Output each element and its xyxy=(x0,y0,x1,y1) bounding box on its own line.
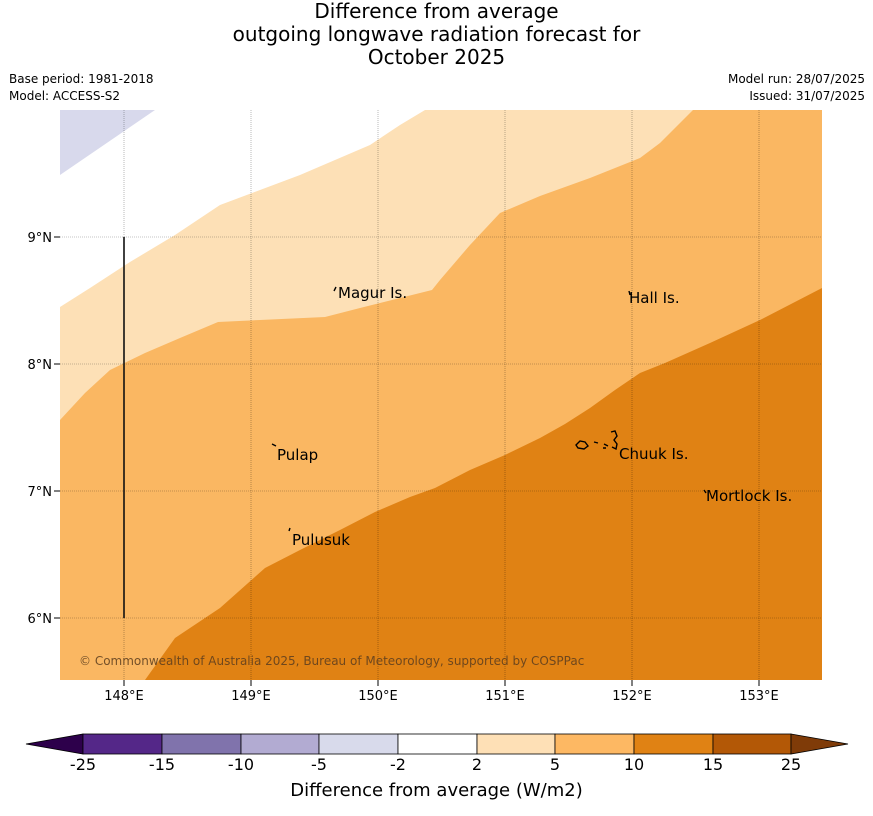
fill-lt-neg5 xyxy=(60,110,155,175)
lon-label-149e: 149°E xyxy=(231,689,271,704)
colorbar-segment-3 xyxy=(240,733,320,755)
lon-label-152e: 152°E xyxy=(612,689,652,704)
colorbar-segment-1 xyxy=(82,733,163,755)
island-hall xyxy=(628,290,631,296)
colorbar-label-1: -15 xyxy=(148,755,176,774)
colorbar-extend-low xyxy=(25,733,84,755)
lon-axis-labels: 148°E 149°E 150°E 151°E 152°E 153°E xyxy=(104,689,779,704)
colorbar-segment-9 xyxy=(712,733,792,755)
lat-ticks xyxy=(54,236,60,619)
lon-label-148e: 148°E xyxy=(104,689,144,704)
place-label-hall: Hall Is. xyxy=(629,289,680,307)
title-line-2: outgoing longwave radiation forecast for xyxy=(232,22,641,46)
fill-10-to-15 xyxy=(145,288,822,680)
title-line-3: October 2025 xyxy=(367,45,506,69)
place-label-pulap: Pulap xyxy=(277,446,318,464)
title-line-1: Difference from average xyxy=(314,0,559,23)
island-magur xyxy=(333,286,337,292)
island-pulusuk xyxy=(288,527,291,532)
colorbar-label-4: -2 xyxy=(390,755,406,774)
colorbar-label-2: -10 xyxy=(227,755,255,774)
lat-label-8n: 8°N xyxy=(28,358,53,373)
copyright-notice: © Commonwealth of Australia 2025, Bureau… xyxy=(79,654,584,668)
colorbar-segment-2 xyxy=(161,733,242,755)
lon-label-151e: 151°E xyxy=(485,689,525,704)
lat-label-6n: 6°N xyxy=(28,612,53,627)
lat-gridlines xyxy=(60,236,822,619)
issued-date: Issued: 31/07/2025 xyxy=(749,89,865,103)
islands xyxy=(271,286,707,532)
map-area: © Commonwealth of Australia 2025, Bureau… xyxy=(60,110,822,680)
place-label-magur: Magur Is. xyxy=(338,284,407,302)
colorbar-segment-6 xyxy=(476,733,556,755)
place-label-pulusuk: Pulusuk xyxy=(292,531,350,549)
model-run: Model run: 28/07/2025 xyxy=(727,72,865,86)
colorbar-label-9: 25 xyxy=(780,755,802,774)
island-mortlock xyxy=(703,489,707,494)
lon-ticks xyxy=(123,680,760,686)
colorbar-label-7: 10 xyxy=(623,755,645,774)
colorbar-label-8: 15 xyxy=(702,755,724,774)
colorbar xyxy=(25,733,849,755)
colorbar-extend-high xyxy=(790,733,849,755)
colorbar-segment-7 xyxy=(554,733,635,755)
colorbar-segment-8 xyxy=(633,733,714,755)
model-name: Model: ACCESS-S2 xyxy=(9,89,121,103)
island-pulap xyxy=(271,443,277,447)
colorbar-label-5: 2 xyxy=(471,755,483,774)
base-period: Base period: 1981-2018 xyxy=(9,72,154,86)
colorbar-title: Difference from average (W/m2) xyxy=(290,780,583,801)
lat-label-9n: 9°N xyxy=(28,231,53,246)
place-labels: Magur Is. Hall Is. Pulap Chuuk Is. Mortl… xyxy=(277,284,792,549)
meta-left: Base period: 1981-2018 Model: ACCESS-S2 xyxy=(9,71,154,105)
lon-label-150e: 150°E xyxy=(358,689,398,704)
colorbar-label-0: -25 xyxy=(69,755,97,774)
lat-label-7n: 7°N xyxy=(28,485,53,500)
colorbar-segment-5 xyxy=(397,733,478,755)
place-label-mortlock: Mortlock Is. xyxy=(706,487,792,505)
colorbar-label-6: 5 xyxy=(549,755,561,774)
place-label-chuuk: Chuuk Is. xyxy=(619,445,688,463)
lat-axis-labels: 9°N 8°N 7°N 6°N xyxy=(28,231,53,627)
lon-label-153e: 153°E xyxy=(739,689,779,704)
meta-right: Model run: 28/07/2025 Issued: 31/07/2025 xyxy=(728,71,865,105)
island-chuuk-lagoon xyxy=(575,430,618,451)
colorbar-label-3: -5 xyxy=(311,755,327,774)
map-title: Difference from average outgoing longwav… xyxy=(0,0,873,69)
colorbar-segment-4 xyxy=(318,733,399,755)
